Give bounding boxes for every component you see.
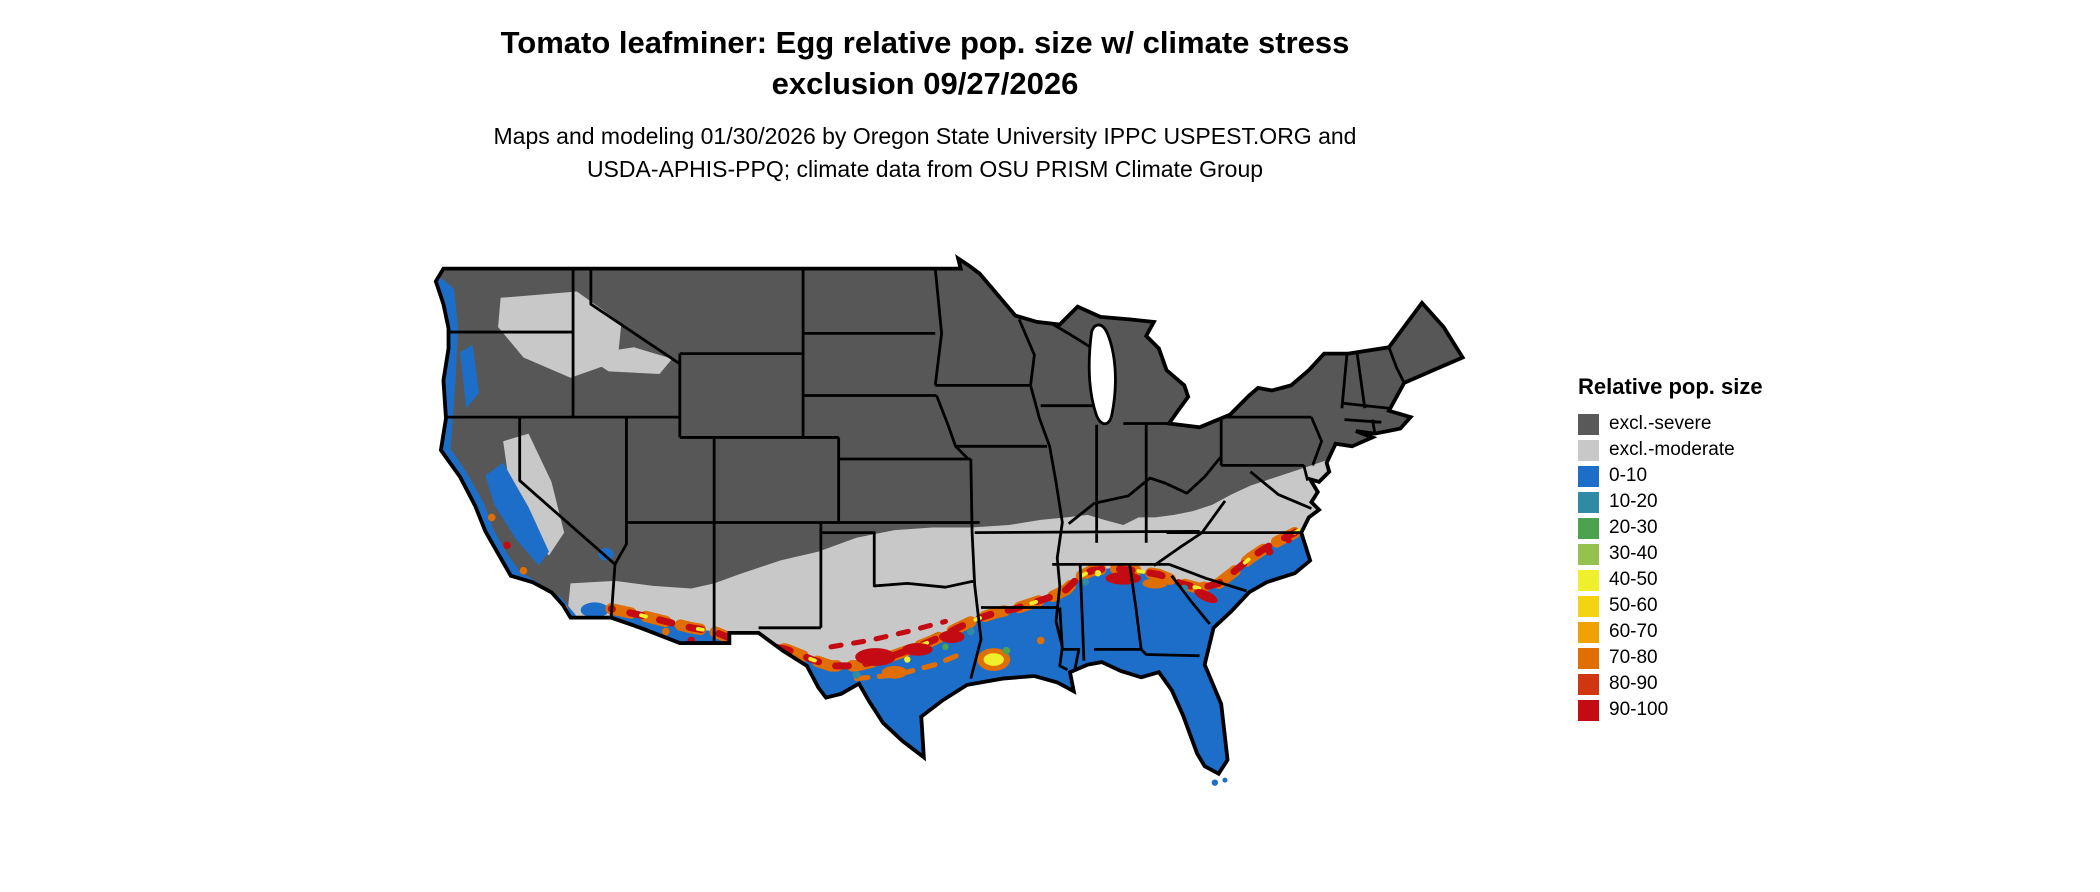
- legend-item: excl.-severe: [1578, 411, 1858, 437]
- legend-item-label: 50-60: [1609, 595, 1658, 616]
- legend-swatch: [1578, 439, 1599, 461]
- map-subtitle-line1: Maps and modeling 01/30/2026 by Oregon S…: [493, 123, 1357, 149]
- legend-swatch: [1578, 543, 1599, 565]
- legend-item: 30-40: [1578, 541, 1858, 567]
- legend-item: 40-50: [1578, 567, 1858, 593]
- legend-item-label: 60-70: [1609, 621, 1658, 642]
- us-outline: [433, 254, 1466, 777]
- legend-swatch: [1578, 595, 1599, 617]
- legend-item: 0-10: [1578, 463, 1858, 489]
- legend-title: Relative pop. size: [1578, 374, 1763, 399]
- lake-michigan: [1087, 323, 1117, 426]
- map-title-line2: exclusion 09/27/2026: [771, 66, 1079, 101]
- conus-map-svg: [433, 254, 1466, 786]
- legend-item-label: 90-100: [1609, 699, 1669, 720]
- legend-item-label: 40-50: [1609, 569, 1658, 590]
- legend-item: 70-80: [1578, 645, 1858, 671]
- legend-item-label: 0-10: [1609, 465, 1648, 486]
- map-subtitle: Maps and modeling 01/30/2026 by Oregon S…: [310, 120, 1540, 186]
- legend-item: 90-100: [1578, 697, 1858, 723]
- legend-item-label: 30-40: [1609, 543, 1658, 564]
- legend-swatch: [1578, 647, 1599, 669]
- transition-band: [611, 528, 1304, 682]
- legend-item-label: excl.-moderate: [1609, 439, 1735, 460]
- legend-item-label: 70-80: [1609, 647, 1658, 668]
- legend-swatch: [1578, 673, 1599, 695]
- legend-swatch: [1578, 621, 1599, 643]
- transition-hotspots: [487, 513, 1292, 679]
- legend-swatch: [1578, 413, 1599, 435]
- state-borders: [443, 268, 1406, 679]
- legend-swatch: [1578, 465, 1599, 487]
- legend-item: 50-60: [1578, 593, 1858, 619]
- legend-item: 60-70: [1578, 619, 1858, 645]
- legend-swatch: [1578, 699, 1599, 721]
- legend-item: excl.-moderate: [1578, 437, 1858, 463]
- legend-swatch: [1578, 569, 1599, 591]
- conus-map: [310, 228, 1530, 888]
- map-subtitle-line2: USDA-APHIS-PPQ; climate data from OSU PR…: [586, 156, 1264, 182]
- legend-item-label: 80-90: [1609, 673, 1658, 694]
- florida-keys: [1211, 777, 1228, 786]
- legend-swatch: [1578, 491, 1599, 513]
- legend-item: 10-20: [1578, 489, 1858, 515]
- legend-item-label: 20-30: [1609, 517, 1658, 538]
- map-header: Tomato leafminer: Egg relative pop. size…: [310, 22, 1540, 186]
- map-title-line1: Tomato leafminer: Egg relative pop. size…: [500, 25, 1350, 60]
- legend-item: 20-30: [1578, 515, 1858, 541]
- state-borders-path: [443, 268, 1406, 679]
- legend-item-label: 10-20: [1609, 491, 1658, 512]
- legend-item: 80-90: [1578, 671, 1858, 697]
- legend-item-label: excl.-severe: [1609, 413, 1712, 434]
- legend: Relative pop. size excl.-severe excl.-mo…: [1578, 374, 1858, 723]
- legend-swatch: [1578, 517, 1599, 539]
